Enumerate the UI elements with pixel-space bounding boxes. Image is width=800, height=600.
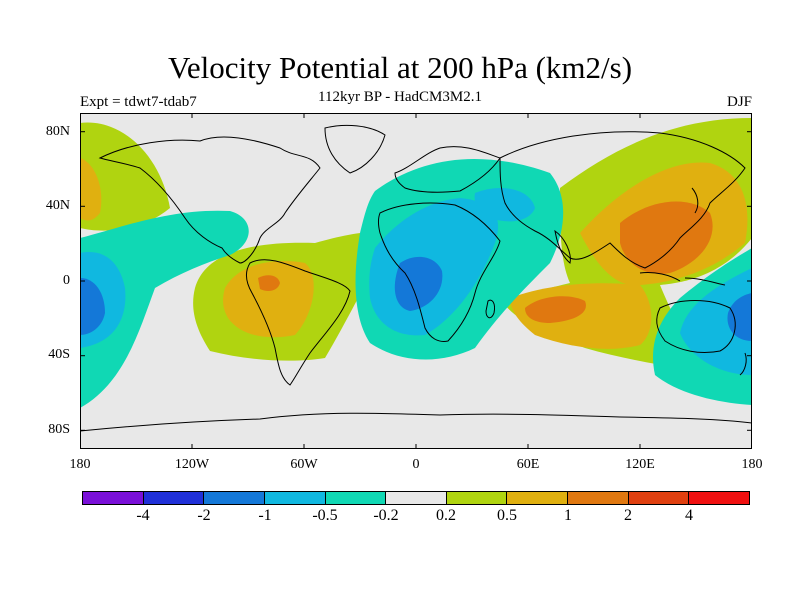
map-ticks (80, 113, 752, 449)
colorbar-label: -4 (136, 507, 150, 524)
coastline-new-zealand (739, 352, 747, 376)
colorbar-swatch (204, 492, 265, 504)
lat-tick-80n: 80N (45, 124, 70, 139)
plot-title: Velocity Potential at 200 hPa (km2/s) (167, 50, 633, 85)
contour-band-neg1-neg2 (80, 256, 752, 341)
lon-tick-120e: 120E (625, 457, 655, 472)
map-svg (80, 113, 752, 449)
colorbar-label: -1 (258, 507, 272, 524)
coastline-indonesia (639, 272, 726, 286)
lat-tick-0: 0 (63, 273, 70, 288)
coastline-north-america (98, 136, 321, 264)
coastline-europe (394, 146, 501, 193)
experiment-label: Expt = tdwt7-tdab7 (80, 94, 197, 110)
lon-tick-120w: 120W (174, 457, 210, 472)
colorbar-swatch (689, 492, 750, 504)
coastline-india (554, 229, 571, 264)
colorbar-swatch (386, 492, 447, 504)
colorbar-label: 4 (685, 507, 693, 524)
colorbar-label: -0.5 (312, 507, 338, 524)
colorbar (82, 491, 750, 505)
map-plot (80, 113, 752, 449)
coastline-asia (499, 131, 746, 269)
colorbar-label: -0.2 (373, 507, 399, 524)
coastline-africa (378, 202, 501, 342)
coastline-south-america (246, 259, 351, 386)
colorbar-swatch (325, 492, 387, 504)
colorbar-label: 0.2 (436, 507, 456, 524)
colorbar-label: 2 (624, 507, 632, 524)
lon-tick-180e: 180 (741, 457, 763, 472)
colorbar-swatch (446, 492, 508, 504)
coastline-japan (691, 187, 699, 214)
season-label: DJF (726, 94, 752, 110)
coastline-antarctica (80, 412, 752, 432)
plot-subtitle: 112kyr BP - HadCM3M2.1 (318, 89, 482, 105)
coastline-greenland (324, 124, 386, 174)
lon-tick-180w: 180 (69, 457, 91, 472)
coastlines (80, 124, 752, 432)
coastline-australia (656, 300, 736, 354)
colorbar-label: 1 (564, 507, 572, 524)
colorbar-swatch (568, 492, 629, 504)
colorbar-swatch (83, 492, 144, 504)
lon-tick-60w: 60W (290, 457, 318, 472)
colorbar-swatch (628, 492, 690, 504)
lat-tick-40s: 40S (48, 347, 70, 362)
colorbar-label: -2 (197, 507, 211, 524)
coastline-madagascar (485, 299, 495, 319)
lon-tick-60e: 60E (516, 457, 540, 472)
lat-tick-40n: 40N (45, 198, 70, 213)
lat-tick-80s: 80S (48, 422, 70, 437)
colorbar-label: 0.5 (497, 507, 517, 524)
colorbar-swatch (507, 492, 569, 504)
contour-band-1-2 (258, 201, 713, 323)
colorbar-swatch (264, 492, 326, 504)
colorbar-swatch (143, 492, 205, 504)
lon-tick-0: 0 (412, 457, 420, 472)
